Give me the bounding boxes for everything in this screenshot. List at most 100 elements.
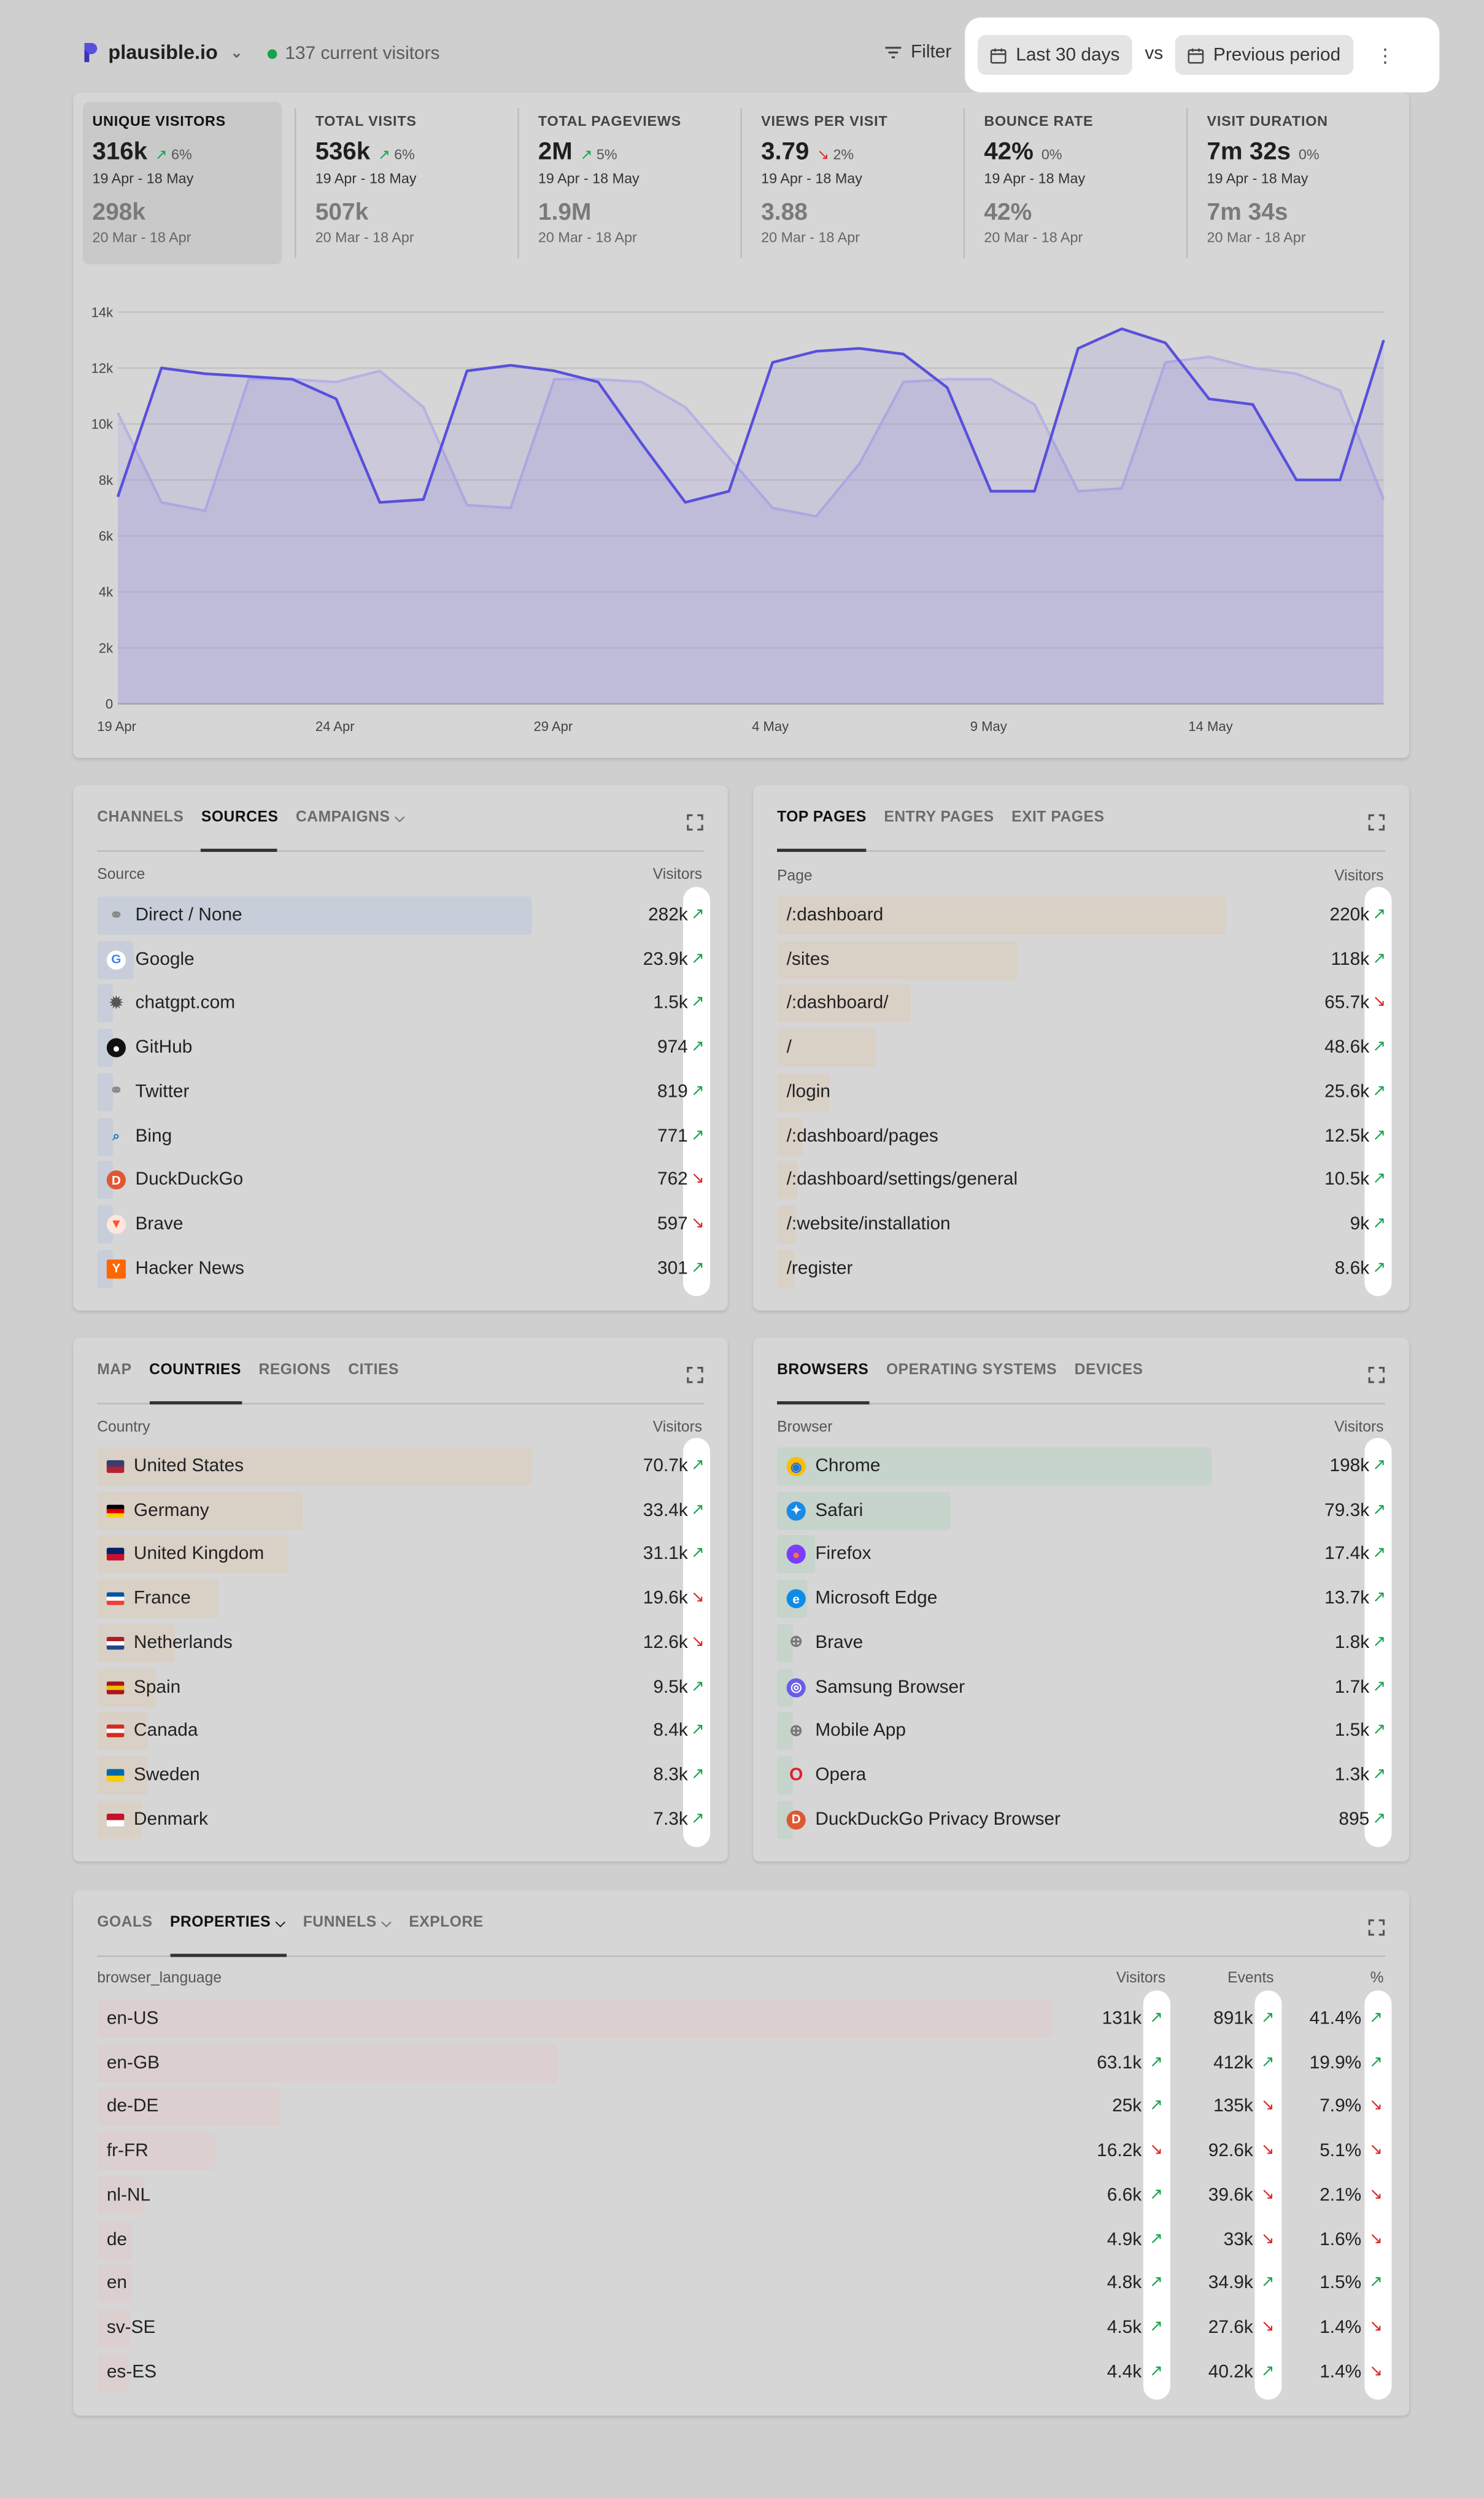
tab-cities[interactable]: CITIES bbox=[348, 1361, 399, 1379]
list-item[interactable]: United Kingdom 31.1k ↗ bbox=[97, 1536, 705, 1574]
list-item[interactable]: France 19.6k ↘ bbox=[97, 1579, 705, 1618]
list-item[interactable]: Sweden 8.3k ↗ bbox=[97, 1756, 705, 1795]
stat-total-pageviews[interactable]: TOTAL PAGEVIEWS 2M ↗ 5% 19 Apr - 18 May 1.9M… bbox=[517, 102, 727, 265]
stat-bounce-rate[interactable]: BOUNCE RATE 42% 0% 19 Apr - 18 May 42% 20 Mar… bbox=[963, 102, 1173, 265]
tab-properties[interactable]: PROPERTIES ⌵ bbox=[170, 1914, 285, 1932]
list-item[interactable]: ⊕ Mobile App 1.5k ↗ bbox=[777, 1712, 1386, 1750]
data-point[interactable] bbox=[1290, 474, 1303, 487]
list-item[interactable]: /register 8.6k ↗ bbox=[777, 1249, 1386, 1288]
tab-map[interactable]: MAP bbox=[97, 1361, 131, 1379]
table-row[interactable]: en-GB 63.1k ↗ 412k ↗ 19.9% ↗ bbox=[97, 2044, 1385, 2082]
data-point[interactable] bbox=[766, 356, 779, 369]
period-picker[interactable]: Last 30 days bbox=[977, 35, 1133, 75]
list-item[interactable]: /login 25.6k ↗ bbox=[777, 1073, 1386, 1112]
tab-regions[interactable]: REGIONS bbox=[259, 1361, 331, 1379]
more-options-icon[interactable]: ⋮ bbox=[1375, 44, 1395, 67]
data-point[interactable] bbox=[330, 392, 342, 405]
site-switcher[interactable]: plausible.io ⌄ bbox=[83, 41, 242, 64]
current-visitors[interactable]: 137 current visitors bbox=[267, 45, 439, 64]
tab-funnels[interactable]: FUNNELS ⌵ bbox=[303, 1914, 392, 1932]
data-point[interactable] bbox=[417, 493, 430, 506]
tab-channels[interactable]: CHANNELS bbox=[97, 809, 184, 827]
list-item[interactable]: ● GitHub 974 ↗ bbox=[97, 1029, 705, 1067]
current-period-line[interactable] bbox=[116, 327, 1385, 504]
data-point[interactable] bbox=[242, 370, 255, 383]
list-item[interactable]: ⌕ Bing 771 ↗ bbox=[97, 1116, 705, 1156]
data-point[interactable] bbox=[810, 345, 823, 358]
data-point[interactable] bbox=[548, 365, 561, 377]
compare-picker[interactable]: Previous period bbox=[1175, 35, 1353, 75]
data-point[interactable] bbox=[373, 496, 386, 509]
list-item[interactable]: / 48.6k ↗ bbox=[777, 1029, 1386, 1067]
list-item[interactable]: /:dashboard/65.7k ↘ bbox=[777, 984, 1386, 1023]
data-point[interactable] bbox=[155, 362, 168, 374]
stat-total-visits[interactable]: TOTAL VISITS 536k ↗ 6% 19 Apr - 18 May 507k 2… bbox=[294, 102, 504, 265]
list-item[interactable]: ◎ Samsung Browser 1.7k ↗ bbox=[777, 1668, 1386, 1706]
table-row[interactable]: fr-FR 16.2k ↘ 92.6k ↘ 5.1% ↘ bbox=[97, 2132, 1385, 2171]
data-point[interactable] bbox=[504, 359, 517, 372]
list-item[interactable]: /:website/installation 9k ↗ bbox=[777, 1205, 1386, 1243]
list-item[interactable]: ⊕ Brave 1.8k ↗ bbox=[777, 1623, 1386, 1663]
data-point[interactable] bbox=[722, 485, 735, 498]
tab-devices[interactable]: DEVICES bbox=[1075, 1361, 1143, 1379]
data-point[interactable] bbox=[112, 490, 125, 503]
list-item[interactable]: ◉ Chrome 198k ↗ bbox=[777, 1447, 1386, 1486]
data-point[interactable] bbox=[1028, 485, 1041, 498]
tab-countries[interactable]: COUNTRIES bbox=[149, 1361, 241, 1379]
list-item[interactable]: /:dashboard/pages 12.5k ↗ bbox=[777, 1116, 1386, 1156]
list-item[interactable]: Y Hacker News 301 ↗ bbox=[97, 1249, 705, 1288]
data-point[interactable] bbox=[1377, 334, 1390, 347]
tab-operating-systems[interactable]: OPERATING SYSTEMS bbox=[886, 1361, 1057, 1379]
list-item[interactable]: /:dashboard/settings/general 10.5k ↗ bbox=[777, 1161, 1386, 1200]
list-item[interactable]: ⚭ Direct / None 282k ↗ bbox=[97, 896, 705, 935]
stat-visit-duration[interactable]: VISIT DURATION 7m 32s 0% 19 Apr - 18 May 7m … bbox=[1186, 102, 1396, 265]
list-item[interactable]: O Opera 1.3k ↗ bbox=[777, 1756, 1386, 1795]
data-point[interactable] bbox=[854, 342, 867, 355]
list-item[interactable]: Germany 33.4k ↗ bbox=[97, 1491, 705, 1530]
data-point[interactable] bbox=[286, 373, 299, 386]
data-point[interactable] bbox=[1115, 322, 1128, 335]
list-item[interactable]: /:dashboard 220k ↗ bbox=[777, 896, 1386, 935]
data-point[interactable] bbox=[1246, 398, 1259, 411]
data-point[interactable] bbox=[679, 496, 692, 509]
table-row[interactable]: nl-NL 6.6k ↗ 39.6k ↘ 2.1% ↘ bbox=[97, 2176, 1385, 2215]
table-row[interactable]: de-DE 25k ↗ 135k ↘ 7.9% ↘ bbox=[97, 2088, 1385, 2127]
list-item[interactable]: Spain 9.5k ↗ bbox=[97, 1668, 705, 1706]
list-item[interactable]: Netherlands 12.6k ↘ bbox=[97, 1623, 705, 1663]
table-row[interactable]: en-US 131k ↗ 891k ↗ 41.4% ↗ bbox=[97, 2000, 1385, 2038]
table-row[interactable]: sv-SE 4.5k ↗ 27.6k ↘ 1.4% ↘ bbox=[97, 2308, 1385, 2347]
data-point[interactable] bbox=[1072, 342, 1084, 355]
list-item[interactable]: United States 70.7k ↗ bbox=[97, 1447, 705, 1486]
data-point[interactable] bbox=[199, 367, 212, 380]
list-item[interactable]: ⚭ Twitter 819 ↗ bbox=[97, 1073, 705, 1112]
list-item[interactable]: /sites 118k ↗ bbox=[777, 940, 1386, 979]
expand-icon[interactable] bbox=[1368, 1916, 1386, 1936]
data-point[interactable] bbox=[461, 365, 474, 377]
data-point[interactable] bbox=[1203, 392, 1216, 405]
tab-campaigns[interactable]: CAMPAIGNS ⌵ bbox=[296, 809, 405, 827]
expand-icon[interactable] bbox=[1368, 1363, 1386, 1383]
list-item[interactable]: D DuckDuckGo Privacy Browser 895 ↗ bbox=[777, 1800, 1386, 1839]
data-point[interactable] bbox=[1159, 336, 1172, 349]
table-row[interactable]: de 4.9k ↗ 33k ↘ 1.6% ↘ bbox=[97, 2220, 1385, 2259]
tab-top-pages[interactable]: TOP PAGES bbox=[777, 809, 867, 827]
expand-icon[interactable] bbox=[686, 811, 704, 831]
list-item[interactable]: G Google 23.9k ↗ bbox=[97, 940, 705, 979]
list-item[interactable]: ▼ Brave 597 ↘ bbox=[97, 1205, 705, 1243]
stat-views-per-visit[interactable]: VIEWS PER VISIT 3.79 ↘ 2% 19 Apr - 18 May 3.… bbox=[740, 102, 951, 265]
list-item[interactable]: ✹ chatgpt.com 1.5k ↗ bbox=[97, 984, 705, 1023]
tab-browsers[interactable]: BROWSERS bbox=[777, 1361, 868, 1379]
tab-exit-pages[interactable]: EXIT PAGES bbox=[1011, 809, 1104, 827]
table-row[interactable]: es-ES 4.4k ↗ 40.2k ↗ 1.4% ↘ bbox=[97, 2353, 1385, 2391]
data-point[interactable] bbox=[897, 348, 910, 361]
list-item[interactable]: Denmark 7.3k ↗ bbox=[97, 1800, 705, 1839]
expand-icon[interactable] bbox=[686, 1363, 704, 1383]
tab-sources[interactable]: SOURCES bbox=[201, 809, 279, 827]
tab-explore[interactable]: EXPLORE bbox=[409, 1914, 483, 1932]
list-item[interactable]: Canada 8.4k ↗ bbox=[97, 1712, 705, 1750]
data-point[interactable] bbox=[941, 381, 954, 394]
data-point[interactable] bbox=[1334, 474, 1347, 487]
list-item[interactable]: ✦ Safari 79.3k ↗ bbox=[777, 1491, 1386, 1530]
list-item[interactable]: e Microsoft Edge 13.7k ↗ bbox=[777, 1579, 1386, 1618]
table-row[interactable]: en 4.8k ↗ 34.9k ↗ 1.5% ↗ bbox=[97, 2264, 1385, 2303]
